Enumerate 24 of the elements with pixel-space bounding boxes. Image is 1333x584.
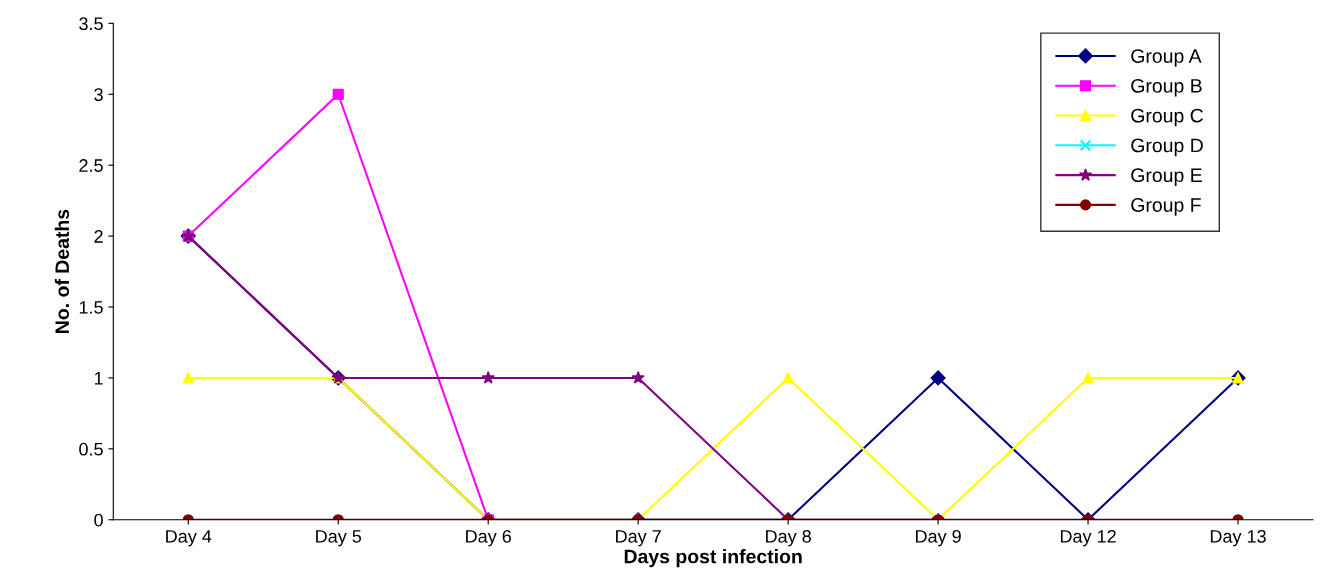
x-tick-label: Day 13 — [1210, 529, 1266, 547]
legend-label: Group E — [1131, 168, 1202, 186]
y-tick-label: 1 — [94, 372, 103, 385]
x-tick-label: Day 9 — [916, 529, 961, 547]
y-tick-label: 3.5 — [79, 17, 103, 31]
x-tick-label: Day 5 — [316, 530, 362, 547]
y-tick-label: 0 — [94, 513, 103, 527]
x-tick-label: Day 12 — [1060, 529, 1116, 547]
y-tick-label: 1.5 — [79, 301, 103, 314]
y-axis-title: No. of Deaths — [54, 209, 70, 333]
x-tick-label: Day 4 — [166, 530, 212, 547]
x-tick-label: Day 8 — [766, 529, 811, 547]
x-axis-title: Days post infection — [624, 549, 802, 568]
legend-label: Group A — [1131, 49, 1202, 67]
y-tick-label: 2.5 — [79, 159, 103, 172]
y-tick-label: 3 — [94, 88, 103, 101]
legend-label: Group D — [1131, 138, 1203, 157]
y-tick-label: 2 — [94, 230, 103, 243]
legend-label: Group B — [1131, 78, 1202, 97]
x-tick-label: Day 7 — [616, 530, 661, 547]
x-tick-label: Day 6 — [466, 529, 511, 547]
y-tick-label: 0.5 — [79, 442, 103, 456]
legend-label: Group F — [1131, 198, 1201, 216]
legend-label: Group C — [1131, 108, 1204, 127]
